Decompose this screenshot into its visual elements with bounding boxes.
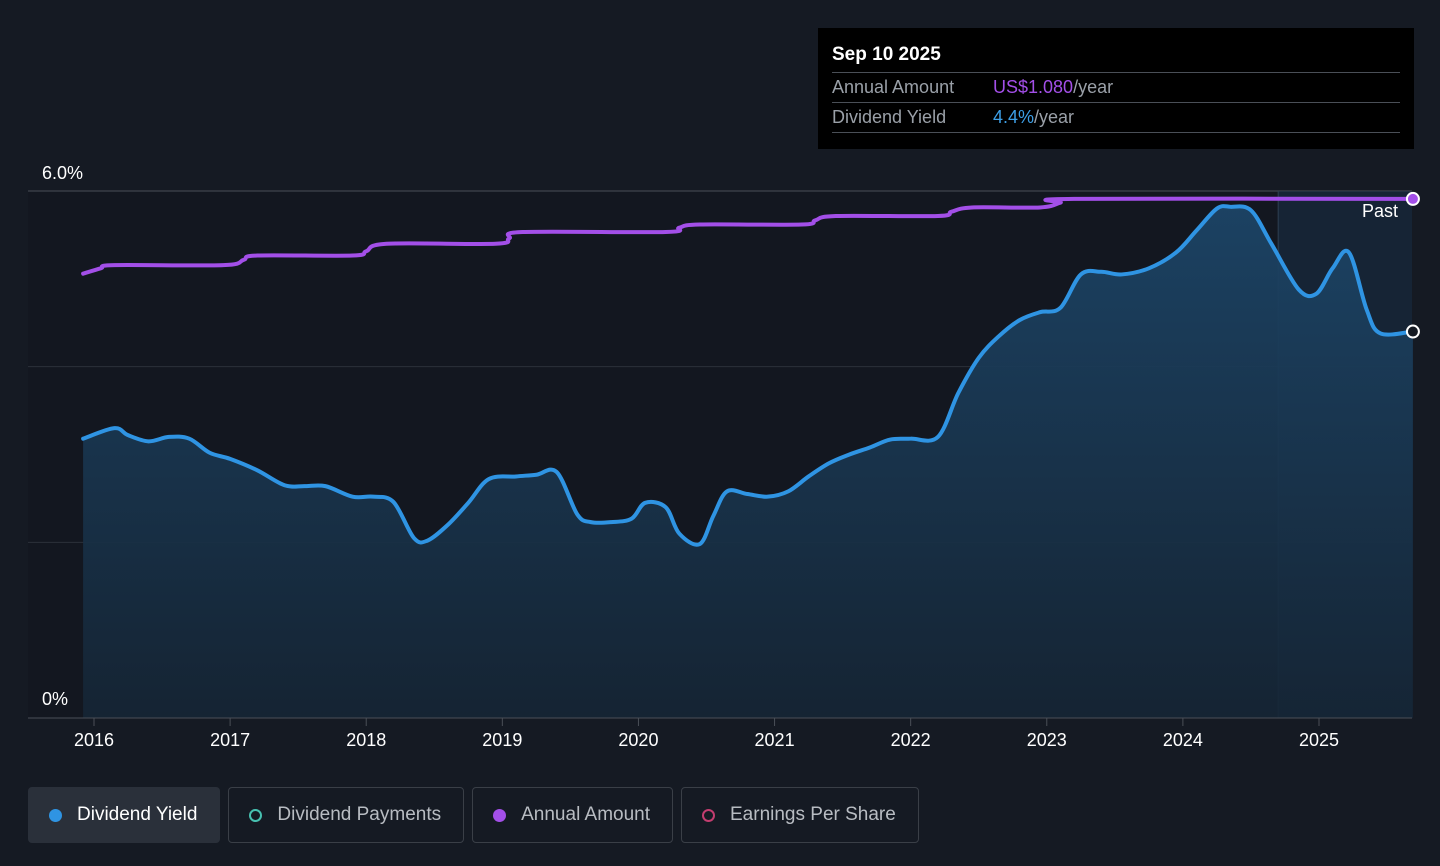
- dividend-yield-area: [83, 206, 1413, 718]
- legend-earnings-per-share[interactable]: Earnings Per Share: [681, 787, 919, 843]
- x-tick-label: 2025: [1299, 730, 1339, 750]
- legend-dot-icon: [49, 808, 62, 822]
- tooltip-label: Dividend Yield: [832, 107, 947, 127]
- tooltip-unit: /year: [1034, 107, 1075, 127]
- tooltip-value: US$1.080: [993, 77, 1074, 97]
- tooltip-value: 4.4%: [993, 107, 1035, 127]
- y-tick-label: 0%: [42, 689, 68, 709]
- legend-ring-icon: [249, 808, 263, 822]
- chart-legend: Dividend Yield Dividend Payments Annual …: [28, 787, 919, 843]
- x-tick-label: 2023: [1027, 730, 1067, 750]
- x-tick-label: 2018: [346, 730, 386, 750]
- legend-label: Annual Amount: [521, 804, 650, 825]
- legend-dividend-payments[interactable]: Dividend Payments: [228, 787, 465, 843]
- past-label: Past: [1362, 201, 1398, 221]
- x-tick-label: 2021: [755, 730, 795, 750]
- legend-dot-icon: [493, 808, 507, 822]
- x-tick-label: 2024: [1163, 730, 1203, 750]
- x-tick-label: 2016: [74, 730, 114, 750]
- annual-amount-line: [81, 196, 1415, 276]
- annual-amount-end-marker[interactable]: [1405, 191, 1420, 206]
- tooltip-row-dividend-yield: Dividend Yield 4.4%/year: [832, 102, 1400, 133]
- y-tick-label: 6.0%: [42, 163, 83, 183]
- dividend-yield-end-marker[interactable]: [1405, 324, 1420, 339]
- legend-dividend-yield[interactable]: Dividend Yield: [28, 787, 221, 843]
- legend-label: Dividend Yield: [77, 804, 198, 825]
- tooltip-unit: /year: [1073, 77, 1114, 97]
- tooltip-label: Annual Amount: [832, 77, 955, 97]
- legend-ring-icon: [702, 808, 715, 822]
- tooltip-date: Sep 10 2025: [832, 44, 941, 65]
- tooltip-row-annual-amount: Annual Amount US$1.080/year: [832, 72, 1400, 102]
- x-tick-label: 2017: [210, 730, 250, 750]
- x-tick-label: 2022: [891, 730, 931, 750]
- legend-annual-amount[interactable]: Annual Amount: [472, 787, 673, 843]
- x-tick-label: 2019: [482, 730, 522, 750]
- dividend-yield-line: [81, 204, 1415, 547]
- hover-tooltip: Sep 10 2025 Annual Amount US$1.080/year …: [818, 28, 1414, 149]
- x-tick-label: 2020: [618, 730, 658, 750]
- legend-label: Earnings Per Share: [730, 804, 896, 825]
- legend-label: Dividend Payments: [277, 804, 442, 825]
